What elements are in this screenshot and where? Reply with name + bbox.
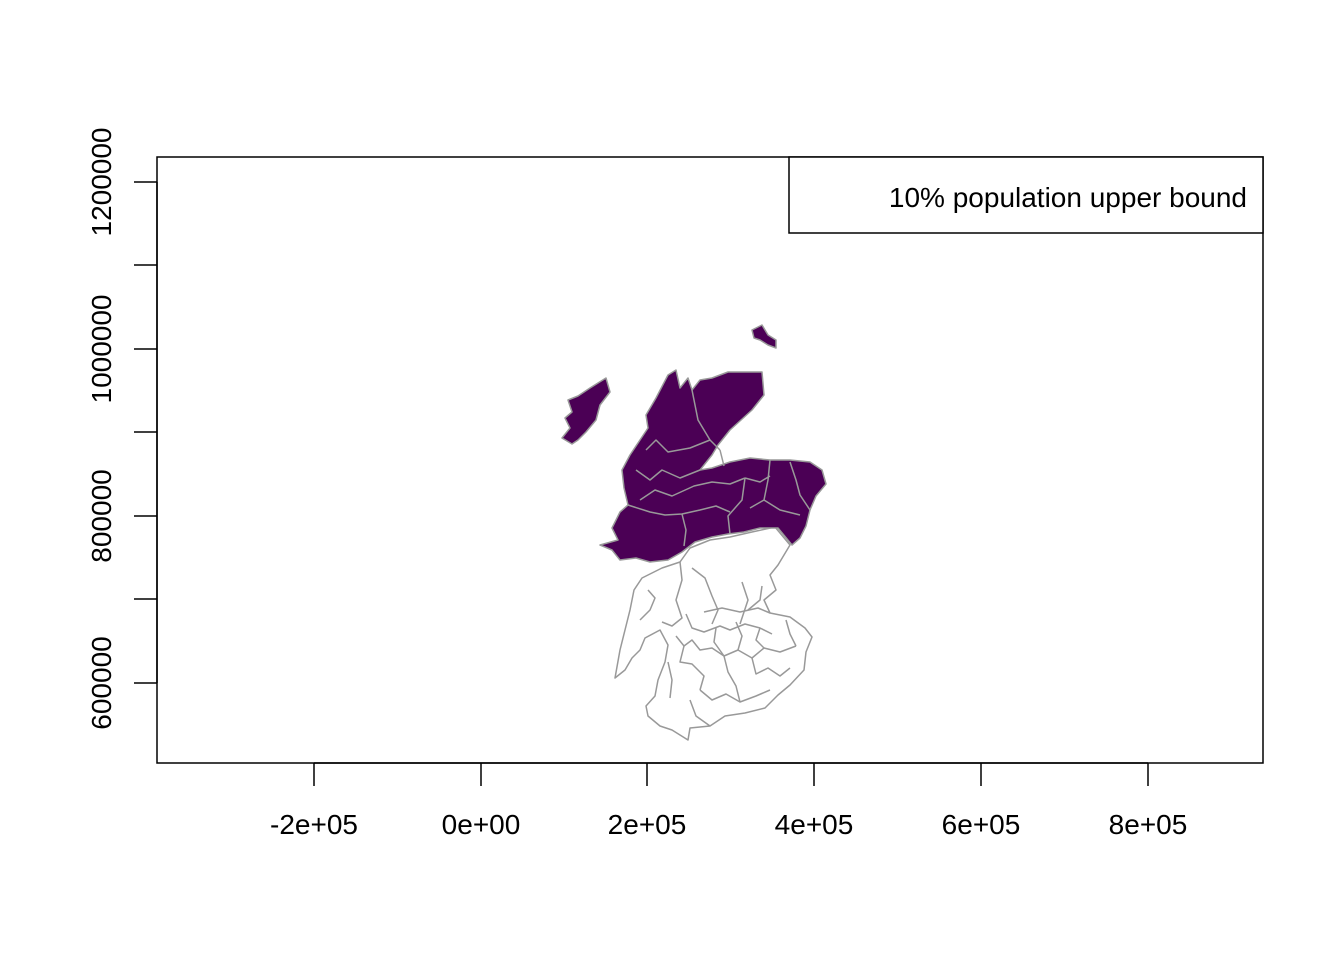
x-tick-labels: -2e+05 0e+00 2e+05 4e+05 6e+05 8e+05	[270, 809, 1187, 840]
y-axis	[134, 181, 158, 684]
legend-box	[788, 156, 1264, 234]
y-tick-label: 1200000	[86, 127, 117, 236]
map-region-southern-scotland	[614, 526, 813, 741]
scotland-map	[561, 324, 827, 741]
x-tick-label: 6e+05	[942, 809, 1021, 840]
x-tick-label: 8e+05	[1109, 809, 1188, 840]
x-tick-label: -2e+05	[270, 809, 358, 840]
x-tick-label: 2e+05	[608, 809, 687, 840]
legend-label: 10% population upper bound	[889, 182, 1247, 213]
y-tick-label: 1000000	[86, 294, 117, 403]
x-tick-label: 0e+00	[442, 809, 521, 840]
y-tick-label: 800000	[86, 469, 117, 562]
map-region-outer-hebrides	[561, 377, 611, 445]
y-tick-label: 600000	[86, 636, 117, 729]
map-borders-southern	[639, 561, 797, 727]
x-tick-label: 4e+05	[775, 809, 854, 840]
y-tick-labels: 600000 800000 1000000 1200000	[86, 127, 117, 729]
map-region-orkney	[751, 324, 777, 349]
map-borders-northern	[627, 389, 811, 547]
x-axis	[313, 762, 1149, 786]
legend: 10% population upper bound	[788, 156, 1264, 234]
